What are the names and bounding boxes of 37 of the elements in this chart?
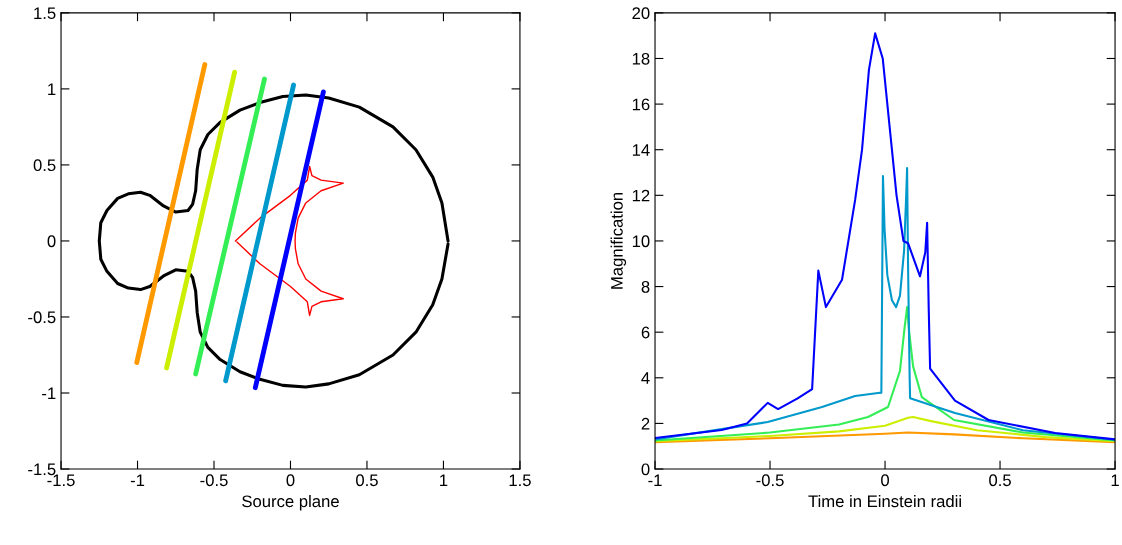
- y-tick-label: 20: [632, 7, 650, 20]
- line-series: [234, 165, 344, 317]
- x-tick-label: 0.5: [356, 474, 378, 487]
- line-series: [655, 166, 1116, 441]
- y-tick-label: 0: [641, 463, 650, 476]
- y-tick-label: 14: [632, 144, 650, 156]
- y-tick-label: 10: [632, 235, 650, 248]
- x-axis-title: Time in Einstein radii: [808, 494, 961, 508]
- x-tick-label: 1.5: [509, 474, 531, 487]
- line-series: [655, 431, 1116, 444]
- x-tick-label: -0.5: [200, 474, 228, 487]
- x-tick-label: 0.5: [989, 474, 1011, 487]
- y-tick-label: 1: [48, 83, 56, 95]
- x-tick-label: 0: [286, 474, 295, 487]
- y-tick-label: -0.5: [28, 311, 56, 324]
- y-tick-label: 12: [632, 189, 650, 202]
- y-axis-title: Magnification: [610, 192, 627, 289]
- x-tick-label: 0: [881, 474, 890, 487]
- y-tick-label: 8: [641, 280, 650, 293]
- y-tick-label: 18: [632, 52, 650, 65]
- line-series: [655, 415, 1116, 443]
- y-tick-label: 2: [641, 417, 650, 430]
- y-tick-label: -1.5: [28, 463, 56, 476]
- line-series: [97, 93, 450, 389]
- y-tick-label: 0.5: [33, 159, 56, 172]
- line-series: [655, 32, 1116, 441]
- y-tick-label: 1.5: [34, 7, 56, 20]
- y-tick-label: 0: [47, 235, 56, 248]
- y-tick-label: -1: [42, 387, 56, 400]
- x-tick-label: -0.5: [756, 474, 784, 487]
- y-tick-label: 6: [641, 326, 650, 339]
- x-tick-label: -1: [130, 474, 145, 486]
- x-axis-title: Source plane: [242, 494, 339, 511]
- y-tick-label: 16: [632, 98, 650, 111]
- x-tick-label: 1: [1111, 474, 1119, 486]
- y-tick-label: 4: [641, 372, 650, 384]
- x-tick-label: 1: [440, 474, 448, 486]
